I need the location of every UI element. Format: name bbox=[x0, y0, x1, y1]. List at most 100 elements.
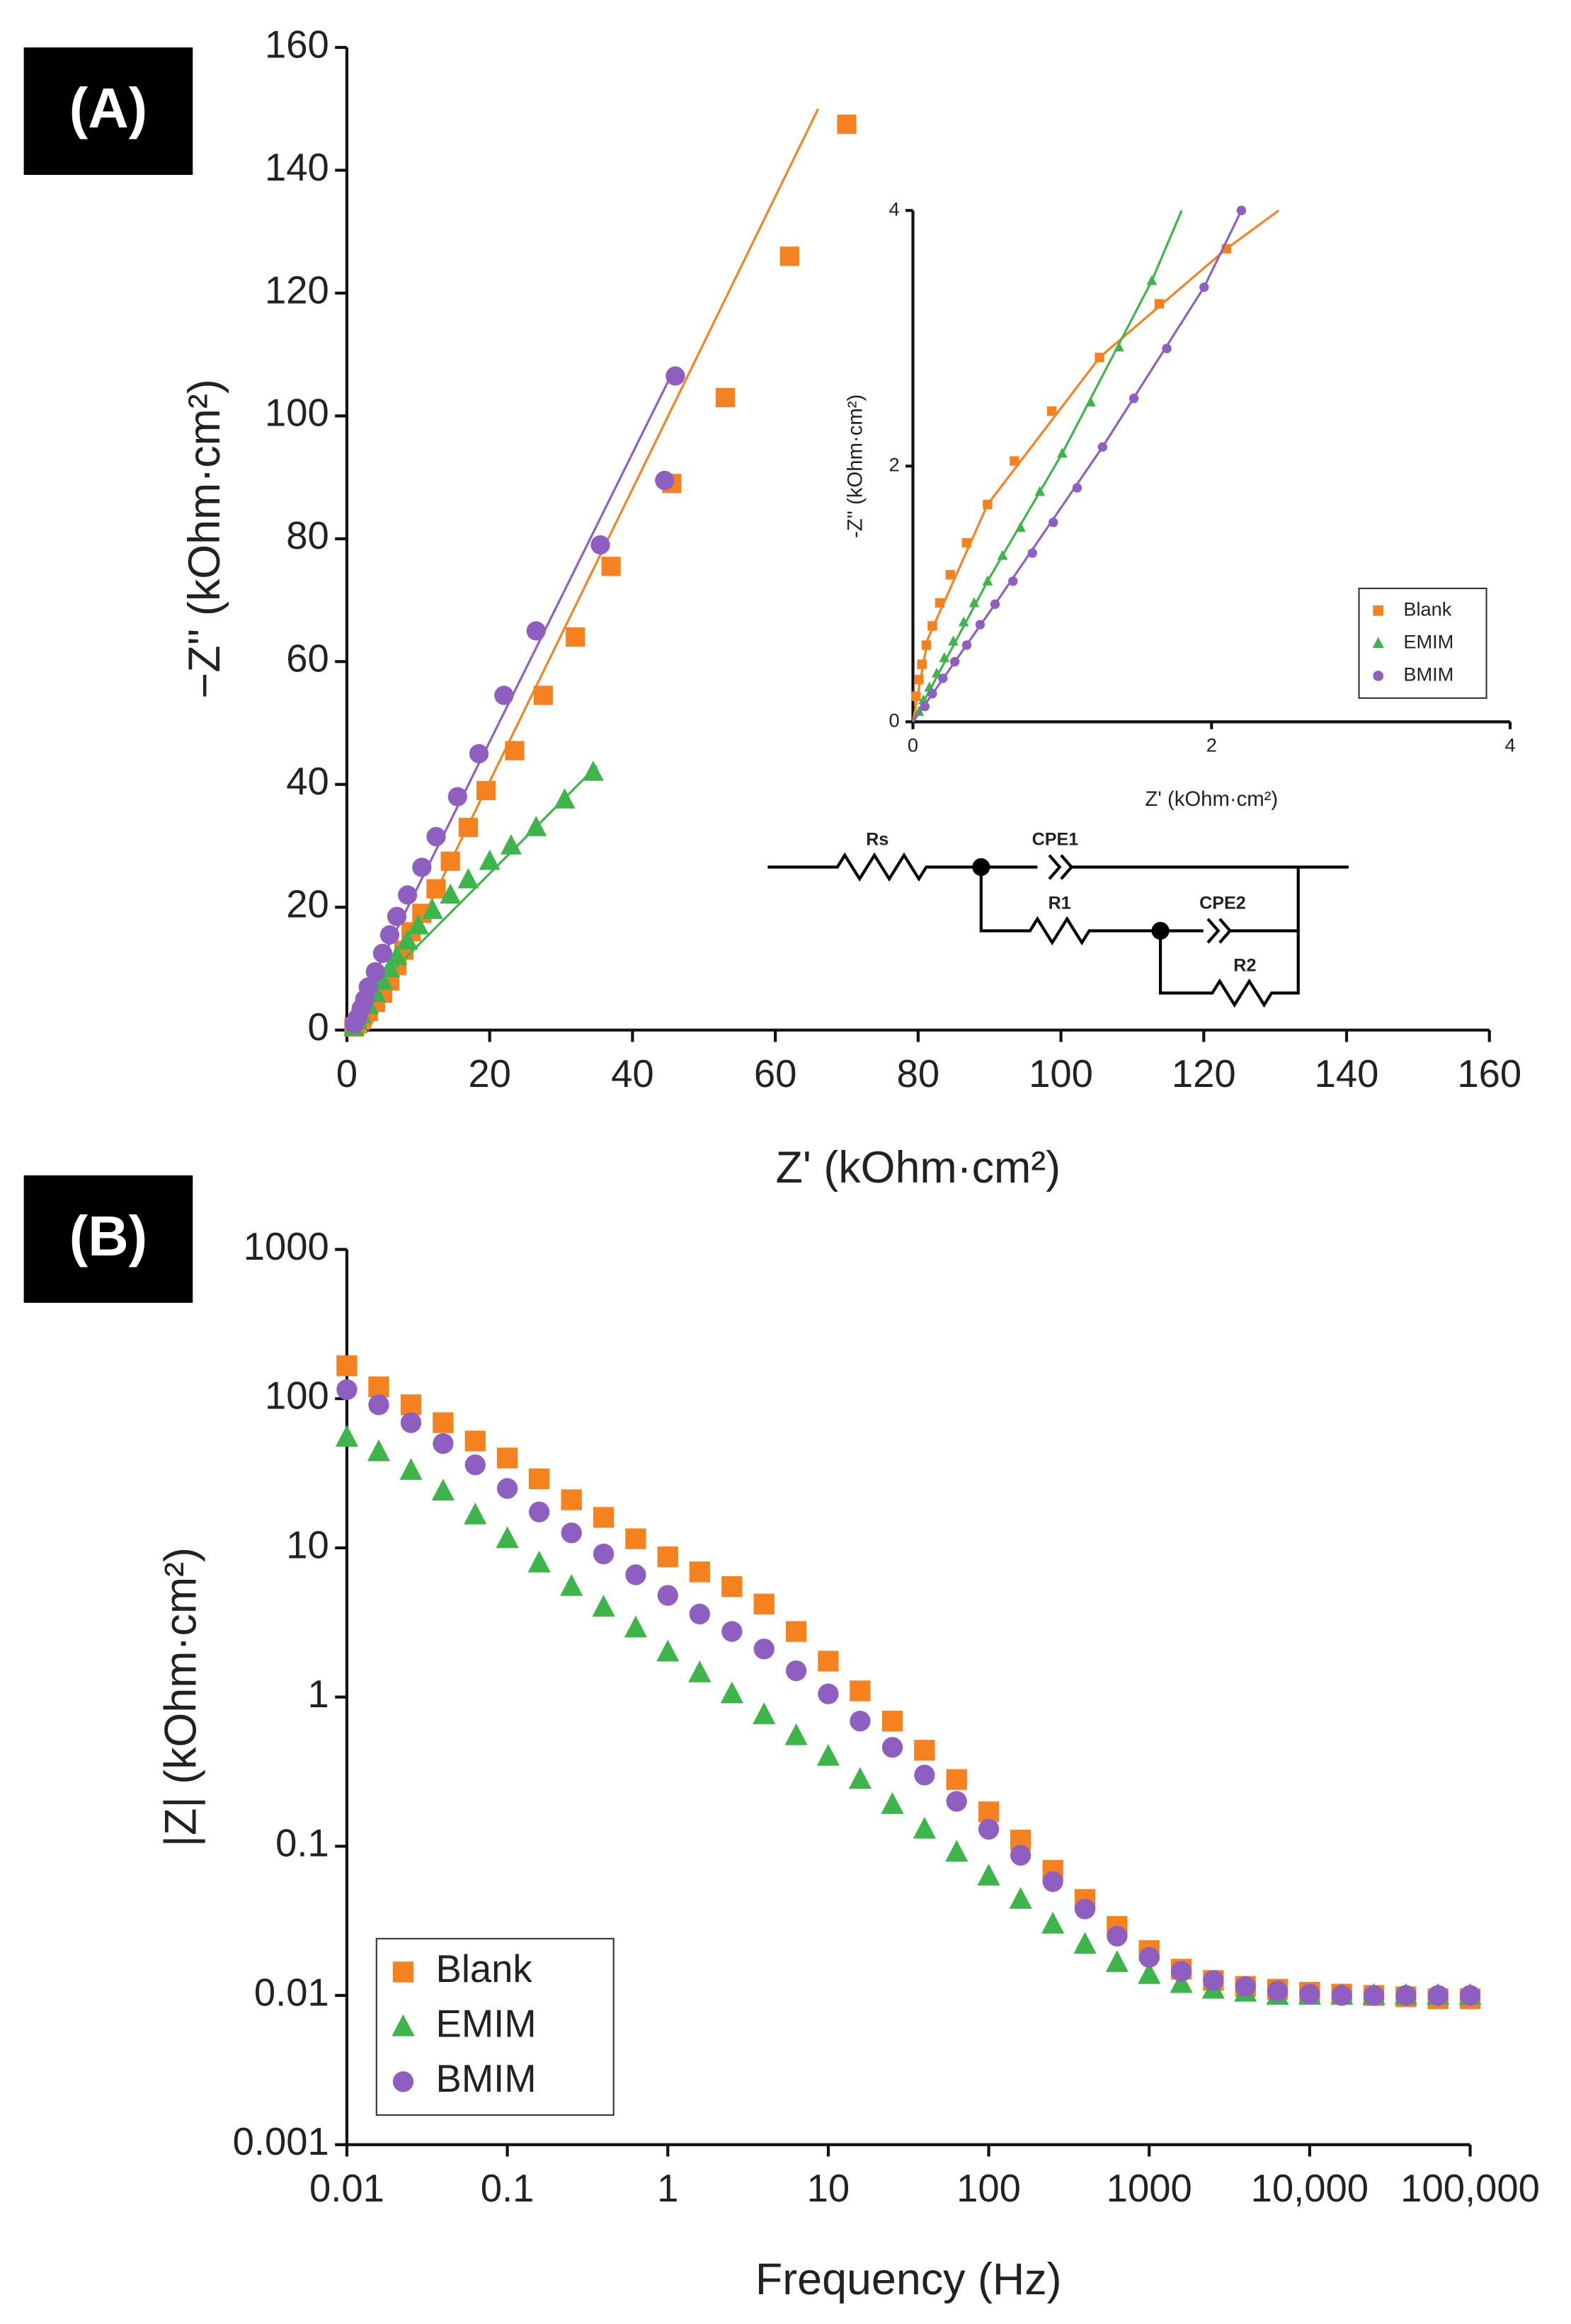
marker bbox=[464, 1502, 487, 1525]
marker bbox=[400, 1394, 422, 1416]
marker bbox=[407, 913, 429, 935]
marker bbox=[336, 1355, 358, 1377]
y-tick-label: 0.1 bbox=[275, 1822, 329, 1865]
x-tick-label: 120 bbox=[1172, 1052, 1236, 1095]
marker bbox=[753, 1702, 776, 1724]
marker bbox=[913, 705, 925, 716]
y-tick-label: 0.01 bbox=[254, 1971, 329, 2014]
marker bbox=[561, 1489, 582, 1510]
marker bbox=[433, 1412, 454, 1433]
x-tick-label: 2 bbox=[1206, 734, 1217, 756]
panel-label-box bbox=[23, 1175, 193, 1303]
marker bbox=[479, 849, 501, 870]
marker bbox=[464, 1454, 486, 1476]
marker bbox=[1459, 1985, 1481, 2006]
legend-marker bbox=[1373, 671, 1384, 681]
legend-label: BMIM bbox=[436, 2057, 537, 2100]
marker bbox=[927, 688, 937, 699]
marker bbox=[527, 1550, 551, 1573]
x-tick-label: 140 bbox=[1315, 1052, 1379, 1095]
marker bbox=[720, 1681, 743, 1704]
x-tick-label: 20 bbox=[468, 1052, 511, 1095]
marker bbox=[526, 621, 546, 641]
marker bbox=[816, 1743, 840, 1766]
y-tick-label: 140 bbox=[265, 146, 329, 189]
marker bbox=[850, 1710, 871, 1732]
marker bbox=[655, 470, 675, 491]
marker bbox=[582, 761, 604, 781]
marker bbox=[1008, 576, 1018, 586]
marker bbox=[476, 780, 496, 801]
marker bbox=[753, 1593, 775, 1614]
marker bbox=[1046, 406, 1057, 416]
y-tick-label: 0 bbox=[889, 710, 900, 731]
marker bbox=[1085, 396, 1096, 407]
marker bbox=[367, 1439, 391, 1462]
marker bbox=[914, 675, 924, 685]
marker bbox=[1427, 1985, 1449, 2006]
y-tick-label: 100 bbox=[265, 392, 329, 435]
legend-label: Blank bbox=[436, 1947, 533, 1990]
marker bbox=[601, 557, 621, 576]
marker bbox=[784, 1723, 808, 1745]
marker bbox=[969, 597, 980, 608]
marker bbox=[689, 1603, 710, 1625]
marker bbox=[1027, 548, 1037, 558]
y-tick-label: 10 bbox=[286, 1523, 329, 1566]
x-tick-label: 60 bbox=[754, 1052, 797, 1095]
marker bbox=[656, 1639, 680, 1662]
marker bbox=[533, 685, 553, 705]
marker bbox=[625, 1528, 646, 1549]
y-tick-label: 100 bbox=[265, 1374, 329, 1418]
marker bbox=[1129, 393, 1139, 404]
marker bbox=[779, 246, 799, 266]
marker bbox=[1162, 343, 1172, 353]
marker bbox=[881, 1792, 904, 1814]
circuit-wire bbox=[767, 852, 1349, 882]
marker bbox=[688, 1661, 712, 1682]
marker bbox=[1299, 1983, 1320, 2005]
marker bbox=[1331, 1985, 1352, 2006]
panel-label: (A) bbox=[69, 76, 147, 139]
marker bbox=[911, 691, 921, 701]
marker bbox=[920, 701, 930, 712]
marker bbox=[946, 1791, 967, 1812]
marker bbox=[937, 673, 948, 683]
marker bbox=[560, 1574, 583, 1596]
y-tick-label: 40 bbox=[286, 760, 329, 803]
marker bbox=[464, 1430, 486, 1452]
marker bbox=[1236, 205, 1247, 215]
x-tick-label: 100,000 bbox=[1400, 2167, 1540, 2210]
circuit-label: Rs bbox=[866, 829, 889, 849]
marker bbox=[386, 945, 408, 965]
marker bbox=[1015, 521, 1026, 532]
y-tick-label: 0 bbox=[308, 1006, 329, 1049]
y-tick-label: 60 bbox=[286, 637, 329, 680]
legend-marker bbox=[1372, 637, 1384, 649]
marker bbox=[935, 598, 945, 608]
marker bbox=[983, 499, 993, 510]
marker bbox=[528, 1501, 550, 1522]
marker bbox=[593, 1507, 615, 1528]
x-tick-label: 0 bbox=[336, 1052, 358, 1095]
marker bbox=[1395, 1985, 1417, 2006]
y-tick-label: 20 bbox=[286, 883, 329, 926]
marker bbox=[344, 1014, 364, 1034]
marker bbox=[721, 1576, 743, 1597]
marker bbox=[496, 1447, 518, 1469]
marker bbox=[422, 899, 443, 919]
marker bbox=[592, 1595, 615, 1617]
marker bbox=[335, 1425, 359, 1447]
marker bbox=[561, 1522, 582, 1544]
y-tick-label: 1 bbox=[308, 1673, 329, 1716]
marker bbox=[1049, 518, 1058, 528]
marker bbox=[368, 1394, 389, 1416]
legend-label: Blank bbox=[1403, 598, 1451, 620]
marker bbox=[785, 1660, 807, 1682]
legend-marker bbox=[392, 2014, 415, 2037]
marker bbox=[785, 1621, 807, 1642]
y-axis-label: -Z'' (kOhm·cm²) bbox=[844, 394, 867, 538]
marker bbox=[1363, 1985, 1385, 2006]
marker bbox=[1010, 456, 1019, 466]
circuit: Rs CPE1 R1 CPE2 R2 bbox=[767, 829, 1349, 1008]
